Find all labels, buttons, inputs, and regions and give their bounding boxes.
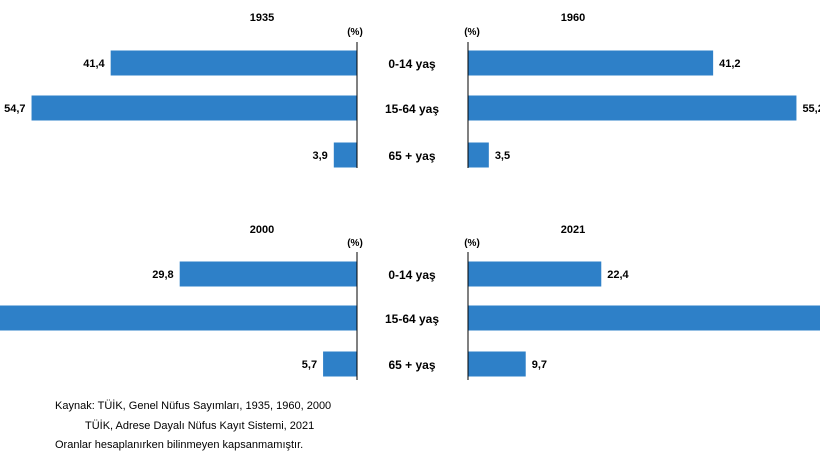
category-label-bottom-0: 0-14 yaş — [388, 268, 436, 282]
bar-2000-2 — [323, 351, 357, 377]
bar-1935-1 — [31, 95, 357, 121]
category-label-bottom-2: 65 + yaş — [388, 358, 435, 372]
data-label-2021-0: 22,4 — [607, 269, 629, 281]
bar-2021-0 — [468, 261, 602, 287]
data-label-1960-2: 3,5 — [495, 150, 510, 162]
bar-1935-2 — [333, 142, 357, 168]
bar-2021-2 — [468, 351, 526, 377]
bar-1935-0 — [110, 50, 357, 76]
source-note-1: Kaynak: TÜİK, Genel Nüfus Sayımları, 193… — [55, 400, 332, 412]
data-label-2000-0: 29,8 — [152, 269, 173, 281]
bar-2021-1 — [468, 305, 820, 331]
category-label-top-1: 15-64 yaş — [385, 102, 439, 116]
bar-2000-1 — [0, 305, 357, 331]
bar-1960-2 — [468, 142, 489, 168]
data-label-1935-0: 41,4 — [83, 58, 105, 70]
data-label-2000-2: 5,7 — [302, 359, 317, 371]
unit-label-1960: (%) — [464, 27, 480, 38]
data-label-1935-1: 54,7 — [4, 103, 25, 115]
category-label-top-2: 65 + yaş — [388, 149, 435, 163]
unit-label-2021: (%) — [464, 238, 480, 249]
category-label-top-0: 0-14 yaş — [388, 57, 436, 71]
data-label-1935-2: 3,9 — [312, 150, 327, 162]
bar-2000-0 — [179, 261, 357, 287]
panel-title-1960: 1960 — [561, 12, 585, 24]
panel-title-1935: 1935 — [250, 12, 274, 24]
data-label-1960-1: 55,2 — [802, 103, 820, 115]
source-note-3: Oranlar hesaplanırken bilinmeyen kapsanm… — [55, 439, 304, 451]
unit-label-2000: (%) — [347, 238, 363, 249]
panel-title-2021: 2021 — [561, 224, 585, 236]
unit-label-1935: (%) — [347, 27, 363, 38]
category-label-bottom-1: 15-64 yaş — [385, 312, 439, 326]
bar-1960-0 — [468, 50, 714, 76]
bar-1960-1 — [468, 95, 797, 121]
source-note-2: TÜİK, Adrese Dayalı Nüfus Kayıt Sistemi,… — [85, 420, 315, 432]
panel-title-2000: 2000 — [250, 224, 274, 236]
data-label-1960-0: 41,2 — [719, 58, 740, 70]
data-label-2021-2: 9,7 — [532, 359, 547, 371]
